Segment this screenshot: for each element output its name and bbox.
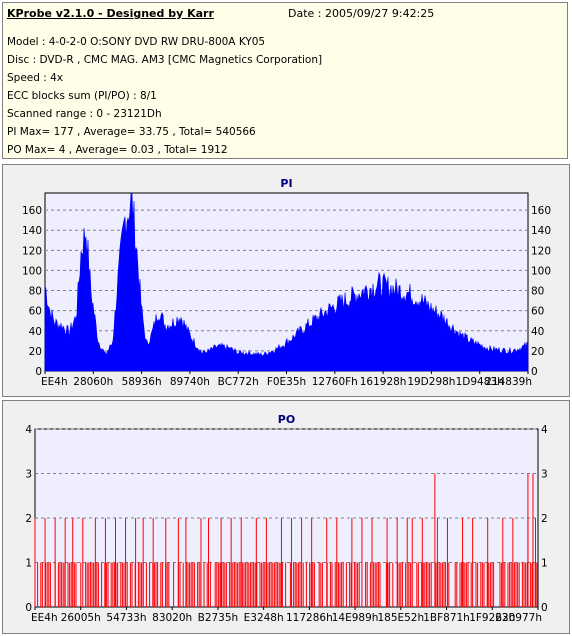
pi-left-tick-label: 120 <box>22 245 42 257</box>
x-tick-label: 19D298h <box>407 376 455 388</box>
pi-left-tick-label: 0 <box>35 366 42 378</box>
x-tick-label: 58936h <box>122 376 162 388</box>
pi-chart: 0 0 20 20 40 40 60 60 80 80 100 100 120 120 140 140 160 1… <box>22 177 551 388</box>
x-tick-label: 1F9262h <box>469 612 515 624</box>
x-tick-label: 83020h <box>152 612 192 624</box>
disc-line: Disc : DVD-R , CMC MAG. AM3 [CMC Magneti… <box>7 54 323 66</box>
pi-right-tick-label: 0 <box>531 366 538 378</box>
x-tick-label: 185E52h <box>377 612 424 624</box>
x-tick-label: 89740h <box>170 376 210 388</box>
po-right-tick-label: 2 <box>541 513 548 525</box>
pi-right-tick-label: 100 <box>531 265 551 277</box>
x-tick-label: 1D9483h <box>456 376 504 388</box>
pi-right-tick-label: 40 <box>531 326 544 338</box>
pi-right-tick-label: 120 <box>531 245 551 257</box>
po-left-tick-label: 2 <box>25 513 32 525</box>
chart-title: PO <box>278 413 295 426</box>
pi-right-tick-label: 160 <box>531 205 551 217</box>
po-right-tick-label: 4 <box>541 424 548 436</box>
po-bars <box>34 473 538 607</box>
chart-title: PI <box>280 177 292 190</box>
pi-summary-line: PI Max= 177 , Average= 33.75 , Total= 54… <box>7 126 256 138</box>
pi-right-tick-label: 20 <box>531 346 544 358</box>
pi-left-tick-label: 160 <box>22 205 42 217</box>
x-tick-label: F0E35h <box>267 376 306 388</box>
pi-left-tick-label: 140 <box>22 225 42 237</box>
x-tick-label: EE4h <box>41 376 68 388</box>
app-title: KProbe v2.1.0 - Designed by Karr <box>7 7 214 20</box>
pi-left-tick-label: 20 <box>29 346 42 358</box>
po-left-tick-label: 4 <box>25 424 32 436</box>
pi-right-tick-label: 140 <box>531 225 551 237</box>
po-left-tick-label: 0 <box>25 602 32 614</box>
x-tick-label: B2735h <box>198 612 239 624</box>
x-tick-label: 161928h <box>360 376 407 388</box>
speed-line: Speed : 4x <box>7 72 64 84</box>
x-tick-label: 117286h <box>286 612 333 624</box>
pi-right-tick-label: 80 <box>531 286 544 298</box>
po-chart-panel: 0 0 1 1 2 2 3 3 4 4 EE4h 26005h 54733h 83020h B2735h E3… <box>2 400 570 634</box>
pi-left-tick-label: 40 <box>29 326 42 338</box>
x-tick-label: 54733h <box>106 612 146 624</box>
x-tick-label: 26005h <box>61 612 101 624</box>
po-chart: 0 0 1 1 2 2 3 3 4 4 EE4h 26005h 54733h 83020h B2735h E3… <box>25 413 548 624</box>
x-tick-label: 230977h <box>495 612 542 624</box>
pi-left-tick-label: 100 <box>22 265 42 277</box>
range-line: Scanned range : 0 - 23121Dh <box>7 108 162 120</box>
x-tick-label: E3248h <box>244 612 284 624</box>
x-tick-label: BC772h <box>218 376 259 388</box>
po-summary-line: PO Max= 4 , Average= 0.03 , Total= 1912 <box>7 144 228 156</box>
po-left-tick-label: 3 <box>25 469 32 481</box>
po-right-tick-label: 0 <box>541 602 548 614</box>
pi-left-tick-label: 80 <box>29 286 42 298</box>
pi-right-tick-label: 60 <box>531 306 544 318</box>
x-tick-label: EE4h <box>31 612 58 624</box>
x-tick-label: 214839h <box>485 376 532 388</box>
x-tick-label: 12760Fh <box>312 376 358 388</box>
x-tick-label: 14E989h <box>332 612 379 624</box>
pi-chart-panel: 0 0 20 20 40 40 60 60 80 80 100 100 120 120 140 140 160 1… <box>2 164 570 397</box>
po-right-tick-label: 1 <box>541 558 548 570</box>
pi-left-tick-label: 60 <box>29 306 42 318</box>
x-tick-label: 1BF871h <box>423 612 470 624</box>
scan-date: Date : 2005/09/27 9:42:25 <box>288 7 435 20</box>
plot-area <box>34 428 539 608</box>
po-left-tick-label: 1 <box>25 558 32 570</box>
po-right-tick-label: 3 <box>541 469 548 481</box>
pi-series-area <box>44 192 529 372</box>
model-line: Model : 4-0-2-0 O:SONY DVD RW DRU-800A K… <box>7 36 266 48</box>
ecc-line: ECC blocks sum (PI/PO) : 8/1 <box>7 90 157 102</box>
disc-info-panel: KProbe v2.1.0 - Designed by Karr Date : … <box>2 2 568 159</box>
x-tick-label: 28060h <box>73 376 113 388</box>
